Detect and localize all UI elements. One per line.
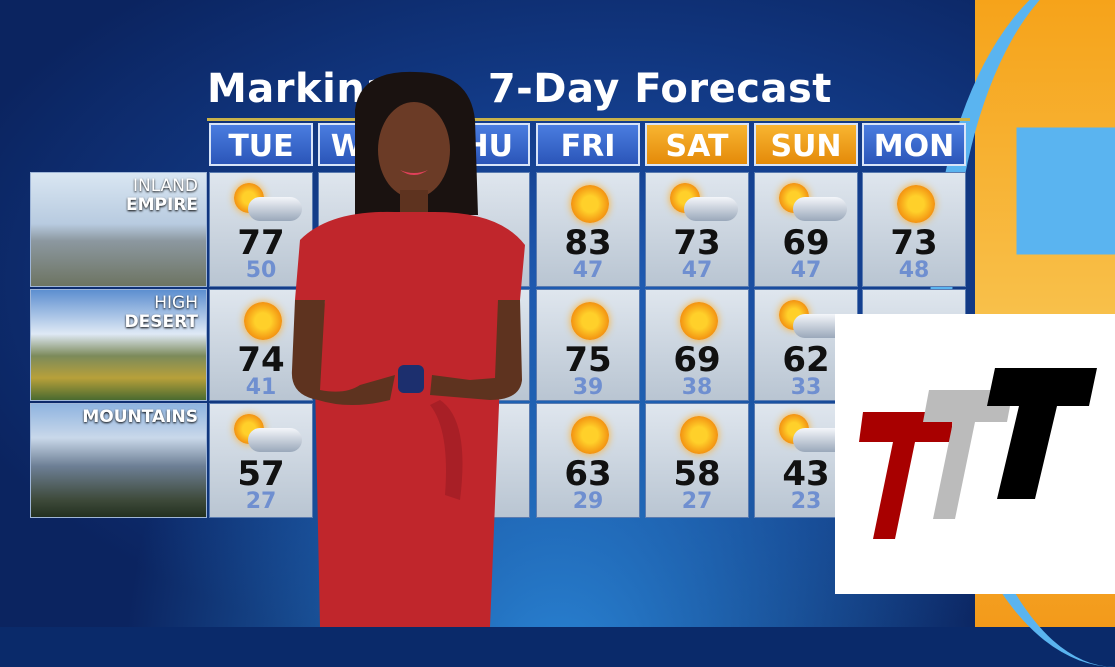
low-temp: 41: [245, 375, 277, 400]
high-temp: 58: [673, 454, 721, 494]
low-temp: 27: [681, 489, 713, 514]
region-label-line2: MOUNTAINS: [82, 407, 198, 427]
high-temp: 57: [237, 454, 285, 494]
high-temp: 75: [564, 340, 612, 380]
meteorologist: [291, 71, 525, 627]
sunny-icon: [897, 185, 935, 223]
high-temp: 43: [782, 454, 830, 494]
forecast-cell: 83 47: [536, 172, 640, 287]
low-temp: 47: [572, 258, 604, 283]
region-label-line2: DESERT: [124, 312, 198, 332]
high-temp: 73: [890, 223, 938, 263]
day-header-sat: SAT: [645, 123, 749, 166]
low-temp: 39: [572, 375, 604, 400]
region-label: INLAND EMPIRE: [126, 177, 198, 215]
day-header-sun: SUN: [754, 123, 858, 166]
channel-logo: [835, 314, 1115, 594]
region-label-line2: EMPIRE: [125, 195, 198, 215]
low-temp: 29: [572, 489, 604, 514]
high-temp: 62: [782, 340, 830, 380]
title-divider: [207, 118, 970, 121]
forecast-cell: 69 38: [645, 289, 749, 401]
sunny-icon: [571, 416, 609, 454]
high-temp: 69: [782, 223, 830, 263]
region-photo-0: INLAND EMPIRE: [30, 172, 207, 287]
sunny-icon: [571, 185, 609, 223]
cloud-icon: [793, 197, 847, 221]
forecast-cell: 75 39: [536, 289, 640, 401]
region-label-line1: INLAND: [132, 176, 198, 196]
high-temp: 74: [237, 340, 285, 380]
region-label: HIGH DESERT: [124, 294, 198, 332]
low-temp: 47: [681, 258, 713, 283]
high-temp: 69: [673, 340, 721, 380]
sunny-icon: [680, 416, 718, 454]
low-temp: 48: [898, 258, 930, 283]
forecast-cell: 73 48: [862, 172, 966, 287]
high-temp: 83: [564, 223, 612, 263]
cloud-icon: [684, 197, 738, 221]
low-temp: 27: [245, 489, 277, 514]
region-photo-2: MOUNTAINS: [30, 403, 207, 518]
cloud-icon: [248, 428, 302, 452]
ttt-logo-graphic: [859, 368, 1097, 539]
forecast-cell: 73 47: [645, 172, 749, 287]
low-temp: 38: [681, 375, 713, 400]
sunny-icon: [244, 302, 282, 340]
cloud-icon: [248, 197, 302, 221]
high-temp: 77: [237, 223, 285, 263]
forecast-cell: 58 27: [645, 403, 749, 518]
forecast-cell: 63 29: [536, 403, 640, 518]
low-temp: 33: [790, 375, 822, 400]
day-header-mon: MON: [862, 123, 966, 166]
low-temp: 47: [790, 258, 822, 283]
high-temp: 73: [673, 223, 721, 263]
sunny-icon: [571, 302, 609, 340]
forecast-cell: 69 47: [754, 172, 858, 287]
low-temp: 23: [790, 489, 822, 514]
forecast-cell: 57 27: [209, 403, 313, 518]
region-label: MOUNTAINS: [82, 408, 198, 427]
title-part-2: 7-Day Forecast: [487, 66, 832, 112]
region-label-line1: HIGH: [154, 293, 198, 313]
region-photo-1: HIGH DESERT: [30, 289, 207, 401]
high-temp: 63: [564, 454, 612, 494]
low-temp: 50: [245, 258, 277, 283]
sunny-icon: [680, 302, 718, 340]
day-header-tue: TUE: [209, 123, 313, 166]
day-header-fri: FRI: [536, 123, 640, 166]
forecast-cell: 77 50: [209, 172, 313, 287]
